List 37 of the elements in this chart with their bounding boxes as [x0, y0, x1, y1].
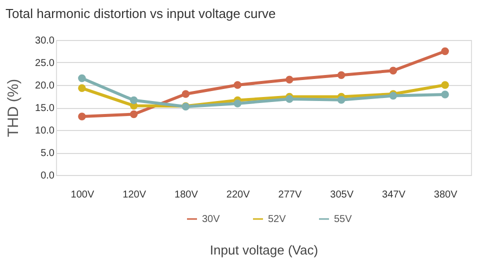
legend-label: 30V: [202, 214, 220, 225]
y-tick-label: 25.0: [35, 58, 55, 69]
point: [441, 81, 449, 89]
point: [286, 76, 294, 84]
y-tick-label: 20.0: [35, 80, 55, 92]
y-tick-label: 30.0: [35, 36, 55, 46]
legend-label: 52V: [268, 214, 286, 225]
chart-title: Total harmonic distortion vs input voltage curve: [6, 6, 276, 21]
point: [78, 84, 86, 92]
x-tick-label: 180V: [174, 190, 198, 200]
point: [337, 96, 346, 104]
x-axis-title: Input voltage (Vac): [210, 242, 318, 258]
x-tick-label: 380V: [434, 190, 458, 200]
point: [130, 96, 138, 104]
y-tick-label: 10.0: [35, 126, 55, 136]
point: [286, 95, 294, 103]
point: [389, 66, 398, 74]
x-tick-label: 277V: [278, 190, 302, 200]
x-tick-label: 120V: [122, 190, 146, 200]
point: [441, 90, 449, 98]
y-tick-label: 0.0: [40, 170, 55, 182]
point: [130, 110, 138, 118]
x-tick-label: 347V: [382, 190, 406, 200]
y-tick-label: 15.0: [35, 103, 55, 114]
point: [78, 74, 86, 82]
legend-label: 55V: [334, 214, 352, 225]
point: [441, 47, 449, 56]
point: [337, 71, 346, 79]
point: [182, 90, 190, 98]
y-axis-title: THD (%): [5, 78, 22, 138]
x-tick-label: 100V: [70, 190, 94, 200]
y-tick-label: 5.0: [40, 148, 55, 159]
x-tick-label: 220V: [226, 190, 250, 200]
point: [78, 112, 86, 120]
x-tick-label: 305V: [330, 190, 354, 200]
point: [234, 100, 242, 108]
point: [234, 81, 242, 89]
